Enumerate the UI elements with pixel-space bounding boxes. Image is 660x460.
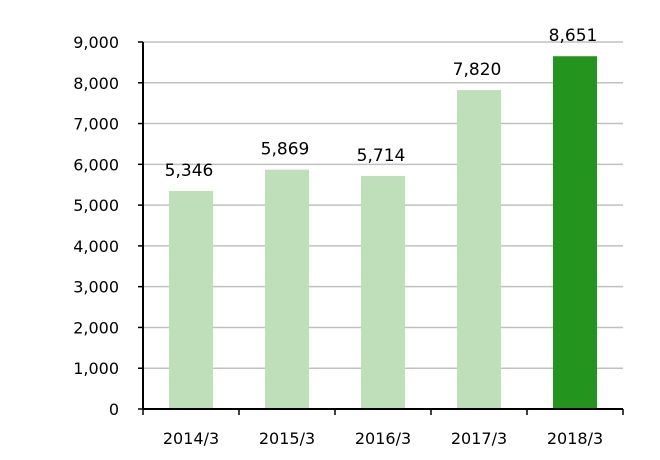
data-labels: 5,346 5,869 5,714 7,820 8,651: [165, 26, 598, 181]
bar-2014-3: [169, 191, 213, 409]
y-tick-label: 5,000: [73, 196, 119, 215]
x-tick-label: 2018/3: [547, 429, 603, 448]
bar-2015-3: [265, 169, 309, 409]
x-tick-label: 2017/3: [451, 429, 507, 448]
bar-2018-3: [553, 56, 597, 409]
data-label: 5,714: [357, 146, 406, 166]
y-tick-label: 7,000: [73, 115, 119, 134]
bar-2016-3: [361, 175, 405, 409]
data-label: 7,820: [453, 60, 502, 80]
y-tick-label: 6,000: [73, 155, 119, 174]
y-tick-labels: 0 1,000 2,000 3,000 4,000 5,000 6,000 7,000 8,00…: [73, 33, 119, 419]
bar-2017-3: [457, 90, 501, 410]
y-tick-label: 9,000: [73, 33, 119, 52]
axes: [138, 41, 624, 415]
x-tick-label: 2016/3: [355, 429, 411, 448]
data-label: 8,651: [549, 26, 598, 46]
y-tick-label: 4,000: [73, 237, 119, 256]
y-tick-label: 0: [109, 400, 119, 419]
x-tick-label: 2014/3: [163, 429, 219, 448]
y-tick-label: 3,000: [73, 278, 119, 297]
data-label: 5,346: [165, 161, 214, 181]
bars: [169, 56, 597, 410]
y-tick-label: 2,000: [73, 318, 119, 337]
data-label: 5,869: [261, 140, 310, 160]
x-tick-label: 2015/3: [259, 429, 315, 448]
y-tick-label: 1,000: [73, 359, 119, 378]
y-tick-label: 8,000: [73, 74, 119, 93]
x-tick-labels: 2014/3 2015/3 2016/3 2017/3 2018/3: [163, 429, 603, 448]
